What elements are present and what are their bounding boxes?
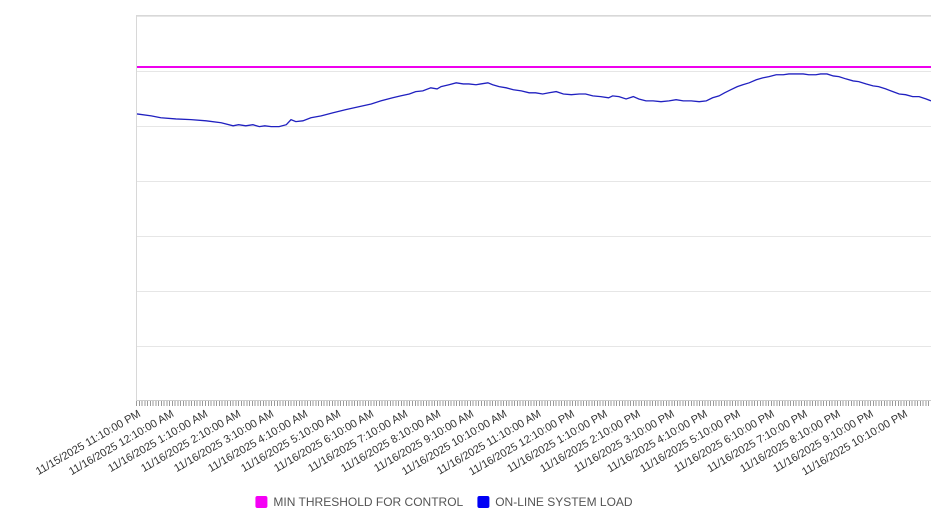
threshold-line [137,65,931,68]
legend-label: MIN THRESHOLD FOR CONTROL [273,495,464,509]
min-threshold-swatch-icon [255,496,268,508]
plot-area [136,15,931,401]
system-load-line [137,73,931,128]
series-svg [137,73,931,128]
legend-item-min-threshold[interactable]: MIN THRESHOLD FOR CONTROL [255,495,463,509]
system-load-swatch-icon [477,496,490,508]
x-axis-tick-comb [136,401,930,406]
x-axis-labels: 11/15/2025 11:10:00 PM 11/16/2025 12:10:0… [34,403,930,498]
legend-item-system-load[interactable]: ON-LINE SYSTEM LOAD [477,495,633,509]
legend-label: ON-LINE SYSTEM LOAD [495,495,633,509]
legend: MIN THRESHOLD FOR CONTROL ON-LINE SYSTEM… [255,495,633,509]
